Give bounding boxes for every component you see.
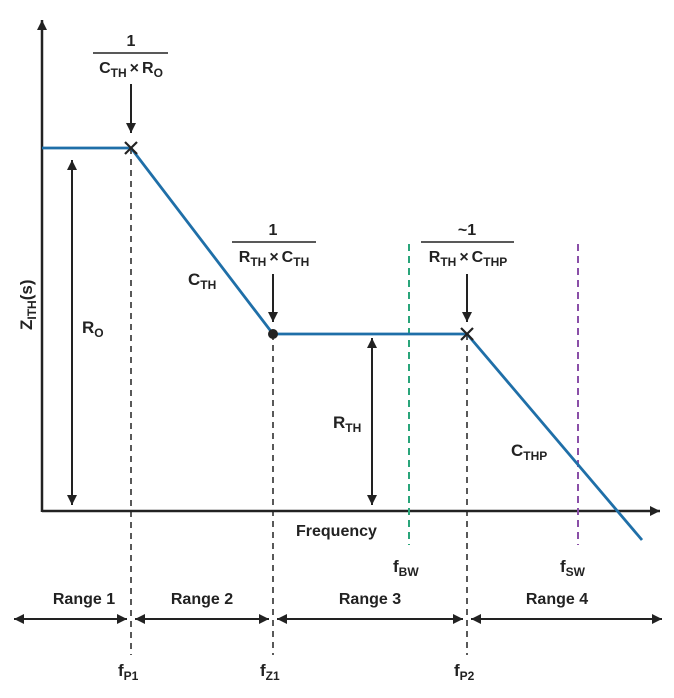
p1-denominator: CTH × RO xyxy=(99,60,163,80)
y-axis-label: ZITH(s) xyxy=(17,279,39,330)
p2-fraction: ~1 RTH × CTHP xyxy=(421,222,514,269)
zero-z1-marker xyxy=(268,329,278,339)
z1-fraction: 1 RTH × CTH xyxy=(232,222,316,269)
cth-label: CTH xyxy=(188,270,216,292)
fp2-label: fP2 xyxy=(454,661,475,683)
pole-p2-marker xyxy=(460,327,474,341)
fp1-label: fP1 xyxy=(118,661,139,683)
p1-numerator: 1 xyxy=(127,33,136,50)
fsw-label: fSW xyxy=(560,557,586,579)
pole-p1-marker xyxy=(124,141,138,155)
range-1-label: Range 1 xyxy=(53,591,115,608)
p2-numerator: ~1 xyxy=(458,222,476,239)
cthp-label: CTHP xyxy=(511,441,547,463)
x-axis-label: Frequency xyxy=(296,523,377,540)
range-3-label: Range 3 xyxy=(339,591,401,608)
fz1-label: fZ1 xyxy=(260,661,280,683)
fbw-label: fBW xyxy=(393,557,419,579)
range-2-label: Range 2 xyxy=(171,591,233,608)
z1-numerator: 1 xyxy=(269,222,278,239)
r0-label: RO xyxy=(82,318,104,340)
impedance-curve xyxy=(42,146,644,541)
p1-fraction: 1 CTH × RO xyxy=(93,33,168,80)
range-4-label: Range 4 xyxy=(526,591,588,608)
rth-label: RTH xyxy=(333,413,361,435)
p2-denominator: RTH × CTHP xyxy=(429,249,507,269)
z1-denominator: RTH × CTH xyxy=(239,249,309,269)
